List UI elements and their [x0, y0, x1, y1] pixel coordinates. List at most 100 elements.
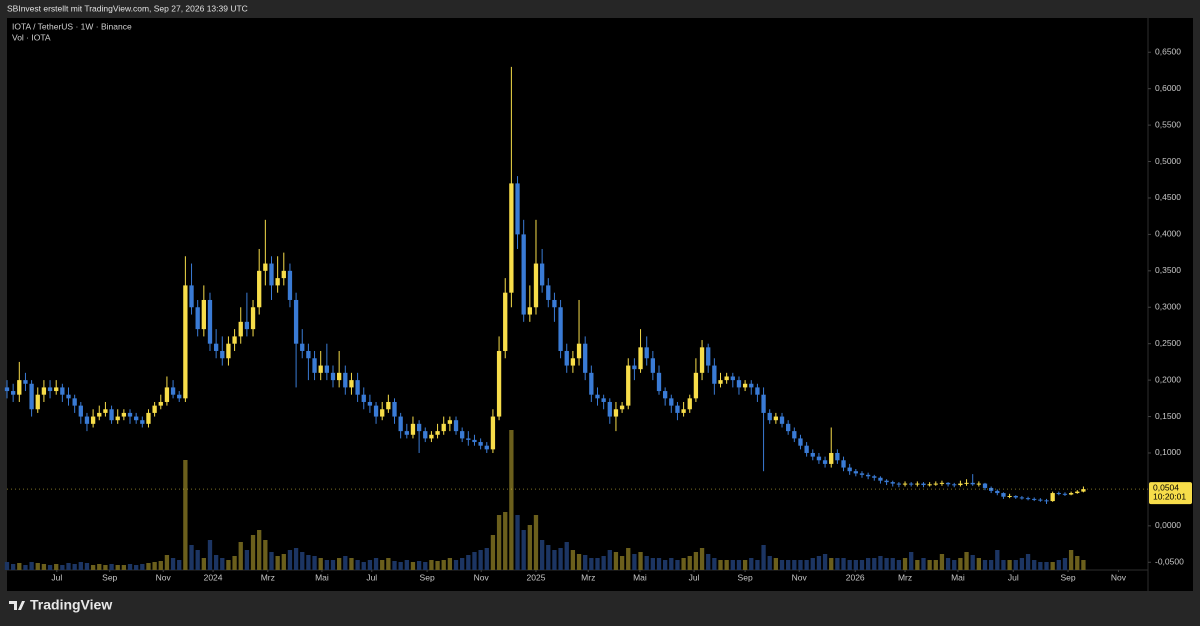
volume-bar	[509, 430, 514, 570]
candle-body	[693, 372, 699, 399]
y-tick-label: 0,4500	[1155, 192, 1181, 202]
volume-bar	[386, 558, 391, 570]
volume-bar	[601, 556, 606, 570]
candle-body	[238, 321, 243, 337]
candle-body	[681, 409, 686, 413]
candle-body	[213, 343, 219, 351]
volume-bar	[257, 530, 262, 570]
volume-bar	[127, 564, 133, 570]
candle-body	[380, 409, 385, 417]
candle-body	[373, 405, 379, 417]
volume-bar	[675, 560, 680, 570]
candle-body	[939, 482, 945, 484]
candle-body	[17, 380, 22, 395]
volume-bar	[152, 562, 157, 570]
volume-bar	[140, 564, 145, 570]
volume-bar	[539, 540, 545, 570]
candle-body	[675, 405, 680, 413]
candle-body	[921, 483, 926, 486]
candle-body	[945, 482, 951, 485]
volume-bar	[226, 560, 231, 570]
volume-bar	[275, 556, 280, 570]
candle-body	[890, 482, 895, 484]
candle-body	[355, 380, 360, 395]
y-tick-label: -0,0500	[1155, 557, 1184, 567]
candle-body	[718, 380, 723, 384]
volume-bar	[423, 562, 428, 570]
volume-bar	[410, 562, 416, 570]
volume-bar	[355, 560, 360, 570]
y-tick-label: 0,4000	[1155, 229, 1181, 239]
volume-bar	[909, 552, 914, 570]
candle-body	[786, 423, 791, 432]
candle-body	[521, 234, 526, 315]
candle-body	[466, 438, 471, 440]
volume-bar	[779, 560, 785, 570]
volume-bar	[884, 558, 889, 570]
logo-mark	[9, 601, 25, 610]
y-tick-label: 0,3500	[1155, 265, 1181, 275]
candle-body	[484, 445, 489, 450]
volume-bar	[841, 558, 846, 570]
volume-bar	[533, 515, 539, 570]
volume-bar	[10, 564, 16, 570]
volume-bar	[730, 560, 735, 570]
volume-bar	[435, 561, 440, 570]
candle-body	[1032, 498, 1037, 500]
x-tick-label: Mai	[315, 572, 329, 582]
candle-body	[1038, 499, 1043, 501]
candle-body	[527, 307, 532, 315]
volume-bar	[380, 560, 385, 570]
volume-bar	[1013, 560, 1018, 570]
volume-bar	[349, 558, 354, 570]
volume-bar	[404, 560, 409, 570]
candle-body	[441, 423, 446, 432]
volume-bar	[976, 558, 982, 570]
volume-bar	[988, 560, 994, 570]
candle-body	[662, 391, 668, 399]
candle-body	[792, 431, 797, 439]
candle-body	[982, 483, 988, 488]
candle-body	[318, 365, 323, 373]
candle-body	[140, 420, 145, 424]
candle-body	[293, 299, 299, 344]
brand: TradingView	[30, 597, 112, 613]
y-tick-label: 0,2500	[1155, 338, 1181, 348]
volume-bar	[952, 560, 957, 570]
x-tick-label: Sep	[102, 572, 117, 582]
candle-body	[829, 452, 834, 464]
x-tick-label: Nov	[1111, 572, 1127, 582]
candle-body	[226, 343, 231, 359]
volume-bar	[718, 560, 723, 570]
volume-bar	[220, 558, 225, 570]
candle-body	[429, 434, 434, 439]
volume-bar	[29, 562, 34, 570]
volume-bar	[662, 560, 668, 570]
candle-body	[312, 358, 317, 373]
candle-body	[835, 452, 840, 461]
volume-bar	[724, 560, 729, 570]
volume-bar	[552, 550, 557, 570]
candle-body	[232, 336, 237, 344]
last-price-box	[1149, 482, 1192, 505]
volume-bar	[804, 560, 809, 570]
candle-body	[656, 372, 662, 392]
volume-bar	[613, 552, 619, 570]
volume-bar	[902, 558, 908, 570]
candle-body	[853, 471, 858, 474]
candle-body	[460, 431, 465, 439]
candle-body	[300, 343, 305, 351]
chart-title: IOTA / TetherUS · 1W · Binance	[12, 21, 132, 31]
volume-bar	[503, 512, 508, 570]
y-tick-label: 0,1500	[1155, 411, 1181, 421]
volume-bar	[576, 554, 582, 570]
candle-body	[72, 398, 77, 406]
volume-bar	[361, 562, 366, 570]
volume-bar	[250, 535, 256, 570]
volume-bar	[416, 561, 422, 570]
candle-body	[189, 285, 194, 308]
volume-bar	[958, 558, 963, 570]
candle-body	[490, 416, 496, 450]
volume-bar	[72, 564, 77, 570]
